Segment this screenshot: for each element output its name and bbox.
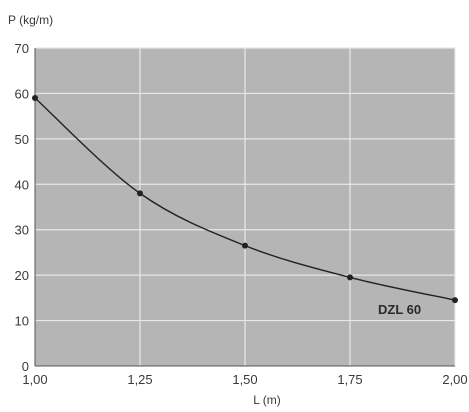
x-tick-label: 1,25 xyxy=(127,372,152,387)
x-tick-label: 1,00 xyxy=(22,372,47,387)
y-axis-ticks: 0 10 20 30 40 50 60 70 xyxy=(15,41,29,374)
series-group xyxy=(32,94,458,304)
grid xyxy=(34,47,456,367)
y-tick-label: 10 xyxy=(15,314,29,329)
data-point xyxy=(452,297,458,304)
x-tick-label: 1,50 xyxy=(232,372,257,387)
y-tick-label: 70 xyxy=(15,41,29,56)
data-point xyxy=(347,274,353,281)
x-axis-label: L (m) xyxy=(253,393,281,407)
data-point xyxy=(242,242,248,249)
x-axis-ticks: 1,00 1,25 1,50 1,75 2,00 xyxy=(22,372,467,387)
y-tick-label: 60 xyxy=(15,86,29,101)
y-tick-label: 0 xyxy=(22,359,29,374)
y-tick-label: 30 xyxy=(15,223,29,238)
x-tick-label: 1,75 xyxy=(337,372,362,387)
y-tick-label: 50 xyxy=(15,132,29,147)
y-tick-label: 20 xyxy=(15,268,29,283)
x-tick-label: 2,00 xyxy=(442,372,467,387)
y-axis-label: P (kg/m) xyxy=(8,13,53,27)
data-point xyxy=(32,94,38,101)
y-tick-label: 40 xyxy=(15,177,29,192)
data-point xyxy=(137,190,143,197)
series-label: DZL 60 xyxy=(378,302,421,317)
